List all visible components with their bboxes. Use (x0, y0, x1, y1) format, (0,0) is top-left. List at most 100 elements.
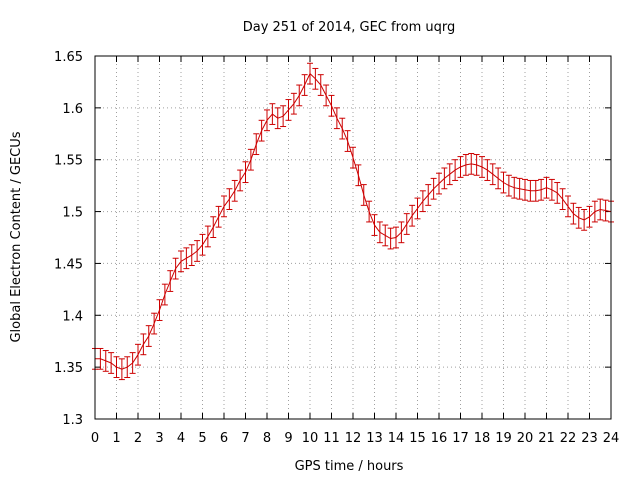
error-bar (505, 174, 512, 197)
error-bar (215, 205, 222, 228)
error-bar (500, 171, 507, 194)
error-bar (441, 167, 448, 190)
x-tick-label: 2 (134, 431, 142, 446)
series-group (92, 62, 614, 381)
error-bar (113, 356, 120, 379)
error-bar (366, 200, 373, 223)
x-tick-label: 5 (198, 431, 206, 446)
x-tick-label: 24 (603, 431, 620, 446)
error-bar (522, 178, 528, 201)
error-bar (328, 94, 335, 117)
error-bar (344, 130, 351, 152)
error-bar (296, 84, 303, 107)
x-tick-label: 1 (112, 431, 120, 446)
error-bar (102, 350, 109, 372)
y-tick-label: 1.4 (62, 309, 83, 324)
axis-ticks (94, 55, 612, 420)
error-bar (446, 163, 453, 186)
error-bar (317, 74, 324, 96)
error-bar (419, 190, 426, 213)
x-tick-labels: 0 1 2 3 4 5 6 7 8 9 10 11 12 13 14 15 16 17 18 19 20 21 22 23 24 (91, 431, 619, 446)
error-bar (167, 270, 174, 292)
error-bar (264, 109, 270, 132)
x-tick-label: 16 (431, 431, 448, 446)
error-bar (269, 103, 276, 125)
error-bar (371, 214, 378, 236)
x-tick-label: 22 (560, 431, 577, 446)
x-tick-label: 8 (263, 431, 271, 446)
error-bar (473, 154, 480, 176)
error-bar (183, 247, 190, 270)
error-bar (360, 184, 367, 206)
x-tick-label: 20 (517, 431, 534, 446)
error-bar (323, 84, 330, 107)
x-tick-label: 19 (495, 431, 512, 446)
x-tick-label: 9 (284, 431, 292, 446)
error-bar (409, 204, 416, 227)
error-bar (339, 117, 346, 140)
error-bar (489, 163, 496, 186)
error-bar (511, 176, 518, 199)
error-bar (226, 188, 233, 210)
error-bar (376, 221, 383, 244)
x-tick-label: 21 (538, 431, 555, 446)
x-tick-label: 3 (155, 431, 163, 446)
error-bar (516, 177, 523, 200)
error-bar (97, 347, 104, 370)
error-bar (135, 343, 141, 366)
error-bar (382, 224, 389, 247)
x-tick-label: 14 (388, 431, 405, 446)
x-tick-label: 17 (452, 431, 469, 446)
error-bar (333, 107, 340, 130)
y-tick-label: 1.45 (54, 257, 83, 272)
error-bar (591, 200, 598, 223)
error-bar (586, 205, 593, 228)
x-tick-label: 10 (302, 431, 319, 446)
y-tick-label: 1.65 (54, 50, 83, 65)
error-bar (387, 227, 394, 250)
error-bar (565, 195, 571, 218)
error-bar (199, 233, 206, 256)
x-tick-label: 6 (220, 431, 228, 446)
error-bar (527, 179, 534, 202)
error-bar (237, 169, 244, 192)
y-tick-label: 1.5 (62, 206, 83, 221)
error-bar (355, 164, 362, 187)
x-tick-label: 4 (177, 431, 185, 446)
error-bar (403, 213, 410, 235)
x-tick-label: 15 (409, 431, 426, 446)
error-bar (312, 67, 319, 90)
x-tick-label: 12 (345, 431, 362, 446)
error-bar (129, 352, 136, 374)
error-bar (172, 257, 179, 280)
error-bar (221, 195, 227, 218)
error-bar (140, 333, 147, 356)
error-bar (468, 152, 475, 175)
error-bar (414, 197, 421, 220)
error-bar (350, 146, 356, 169)
error-bar (118, 358, 125, 381)
grid-lines (95, 56, 611, 419)
error-bar (188, 244, 195, 267)
x-tick-label: 0 (91, 431, 99, 446)
error-bar (538, 178, 545, 201)
y-tick-label: 1.3 (62, 413, 83, 428)
x-tick-label: 13 (366, 431, 383, 446)
x-tick-label: 11 (323, 431, 340, 446)
error-bar (575, 206, 582, 229)
plot-frame (94, 55, 612, 420)
error-bar (543, 176, 550, 199)
error-bar (570, 202, 577, 225)
error-bar (581, 208, 588, 231)
error-bar (452, 159, 459, 181)
error-bar (430, 177, 437, 200)
error-bar (393, 226, 399, 249)
error-bar (425, 184, 432, 206)
error-bar (194, 240, 201, 262)
error-bar (457, 156, 464, 178)
error-bar (108, 352, 115, 374)
error-bar (597, 198, 604, 221)
error-bar (301, 74, 308, 96)
error-bar (280, 105, 287, 128)
